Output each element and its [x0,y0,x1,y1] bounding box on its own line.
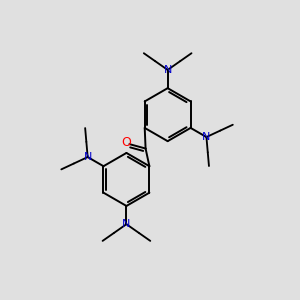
Text: N: N [122,219,130,229]
Text: N: N [164,65,172,75]
Text: O: O [121,136,131,149]
Text: N: N [202,132,211,142]
Text: N: N [83,152,92,162]
